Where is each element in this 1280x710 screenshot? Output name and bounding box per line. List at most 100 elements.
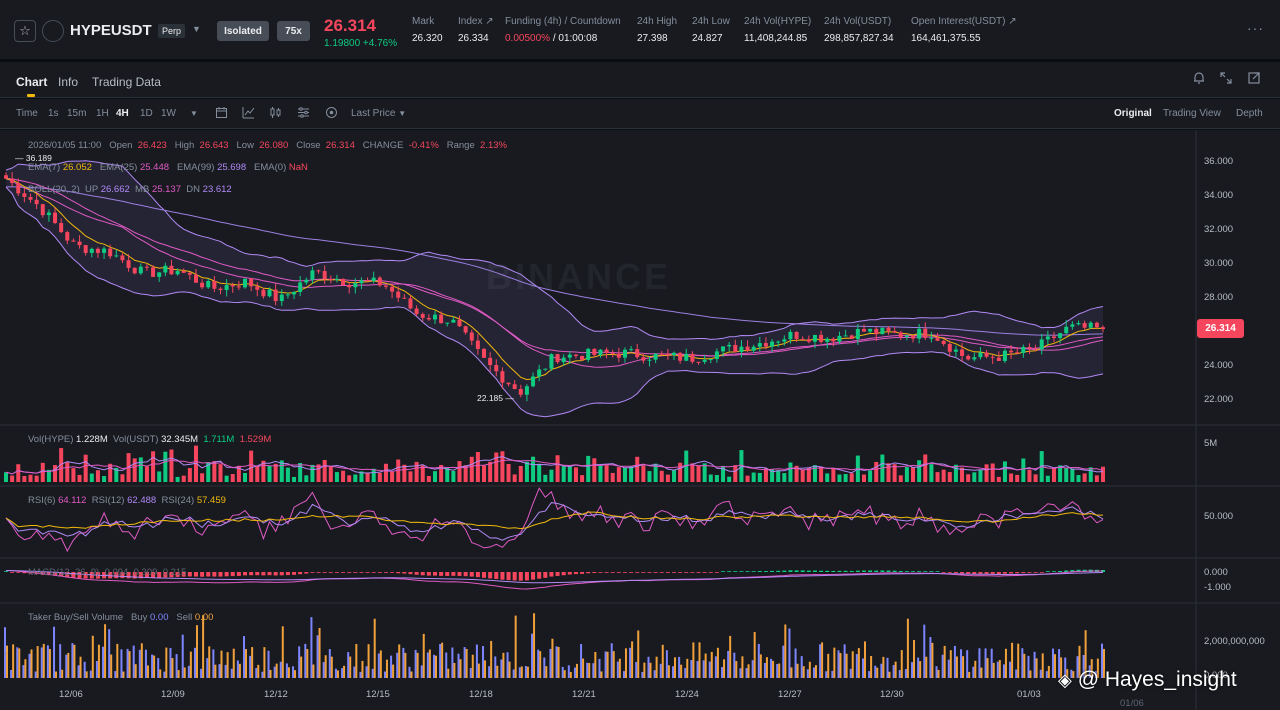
taker-buy-bar (212, 649, 215, 678)
taker-buy-bar (114, 671, 117, 678)
macd-bar (518, 572, 523, 581)
candle-body (439, 314, 444, 324)
symbol-name[interactable]: HYPEUSDT (70, 22, 152, 39)
target-icon[interactable] (325, 106, 338, 122)
volume-bar (102, 476, 107, 482)
candle-body (984, 352, 989, 357)
more-options-icon[interactable]: ··· (1247, 20, 1264, 36)
view-trading-view[interactable]: Trading View (1163, 108, 1221, 119)
taker-buy-bar (647, 656, 650, 678)
candle-body (745, 346, 750, 351)
volume-bar (469, 456, 474, 482)
volume-bar (800, 469, 805, 482)
expand-icon[interactable] (1218, 71, 1234, 87)
taker-buy-bar (279, 661, 282, 678)
interval-4h[interactable]: 4H (116, 108, 129, 119)
bollinger-band-fill (6, 160, 1103, 417)
taker-buy-bar (426, 652, 429, 678)
taker-sell-bar (183, 667, 186, 678)
taker-buy-bar (304, 643, 307, 678)
taker-buy-bar (414, 649, 417, 678)
volume-bar (292, 476, 297, 482)
chart-area[interactable]: BINANCE 2026/01/05 11:00 Open 26.423 Hig… (0, 130, 1280, 710)
view-original[interactable]: Original (1114, 108, 1152, 119)
macd-bar (641, 572, 646, 573)
taker-sell-bar (1053, 654, 1056, 678)
stat-label: Index (458, 16, 483, 27)
interval-15m[interactable]: 15m (67, 108, 87, 119)
settings-sliders-icon[interactable] (297, 106, 310, 122)
taker-sell-bar (870, 655, 873, 678)
macd-bar (941, 572, 946, 573)
macd-bar (341, 572, 346, 573)
macd-bar (371, 572, 376, 573)
taker-buy-bar (261, 671, 264, 678)
interval-more-chevron-icon[interactable]: ▼ (190, 109, 198, 118)
candle-body (917, 328, 922, 339)
candle-body (108, 248, 113, 257)
volume-bar (298, 462, 303, 482)
taker-sell-bar (888, 671, 891, 678)
macd-bar (745, 571, 750, 572)
taker-buy-bar (506, 652, 509, 678)
taker-sell-bar (220, 650, 223, 678)
candle-body (641, 357, 646, 361)
price-type-select[interactable]: Last Price ▼ (351, 108, 406, 119)
interval-time[interactable]: Time (16, 108, 38, 119)
macd-bar (874, 570, 879, 572)
favorite-star-icon[interactable]: ☆ (14, 20, 36, 42)
taker-buy-bar (763, 662, 766, 678)
macd-bar (819, 570, 824, 572)
volume-bar (665, 474, 670, 482)
taker-buy-bar (236, 660, 239, 678)
tab-trading-data[interactable]: Trading Data (92, 75, 161, 89)
candle-body (77, 241, 82, 246)
candle-body (739, 346, 744, 352)
candle-body (83, 245, 88, 253)
margin-mode-button[interactable]: Isolated (217, 21, 269, 41)
popout-icon[interactable] (1246, 71, 1262, 87)
candle-body (518, 388, 523, 395)
indicator-icon[interactable] (242, 106, 255, 122)
macd-bar (1002, 572, 1007, 574)
interval-1s[interactable]: 1s (48, 108, 59, 119)
taker-buy-bar (22, 665, 25, 678)
taker-buy-bar (861, 658, 864, 678)
view-depth[interactable]: Depth (1236, 108, 1263, 119)
taker-sell-bar (962, 656, 965, 678)
volume-bar (776, 470, 781, 482)
interval-1w[interactable]: 1W (161, 108, 176, 119)
chevron-down-icon[interactable]: ▼ (192, 24, 201, 34)
taker-sell-bar (1103, 648, 1105, 678)
alert-bell-icon[interactable] (1191, 71, 1207, 87)
volume-bar (984, 464, 989, 482)
diamond-logo-icon: ◈ (1058, 670, 1072, 690)
candle-body (132, 267, 137, 274)
stat-label[interactable]: Funding (4h) / Countdown (505, 16, 621, 27)
stat-label[interactable]: Mark (412, 16, 435, 27)
interval-1h[interactable]: 1H (96, 108, 109, 119)
volume-bar (812, 465, 817, 482)
tab-info[interactable]: Info (58, 75, 79, 89)
leverage-button[interactable]: 75x (277, 21, 310, 41)
chart-canvas[interactable] (0, 130, 1280, 710)
taker-buy-bar (549, 648, 552, 678)
taker-buy-bar (941, 654, 944, 678)
tab-chart[interactable]: Chart (16, 75, 48, 89)
taker-sell-bar (980, 667, 983, 678)
calendar-icon[interactable] (215, 106, 228, 122)
boll-label: BOLL(20, 2) (28, 184, 80, 195)
volume-bar (580, 475, 585, 482)
coin-logo-icon (42, 20, 64, 42)
chevron-right-icon[interactable]: › (4, 648, 7, 658)
boll-dn: 23.612 (202, 184, 232, 195)
taker-buy-bar (960, 649, 963, 678)
candle-style-icon[interactable] (269, 106, 282, 122)
candle-body (941, 340, 946, 344)
taker-sell-bar (582, 658, 585, 678)
macd-bar (365, 572, 370, 573)
volume-bar (947, 472, 952, 482)
macd-bar (782, 570, 787, 572)
candle-body (923, 328, 928, 338)
interval-1d[interactable]: 1D (140, 108, 153, 119)
